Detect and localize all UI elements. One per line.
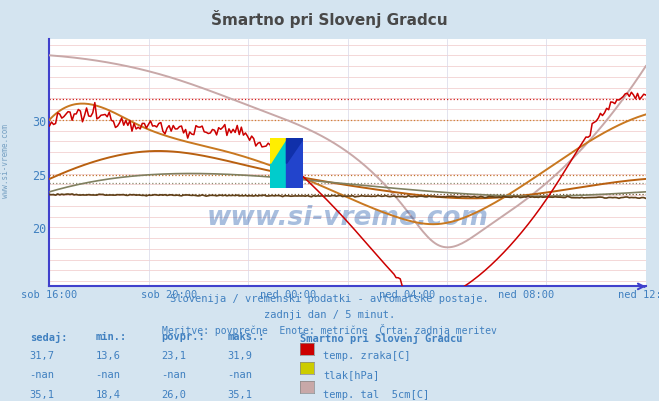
Text: 31,9: 31,9 (227, 350, 252, 360)
Text: -nan: -nan (227, 369, 252, 379)
Text: 35,1: 35,1 (30, 389, 55, 399)
Text: tlak[hPa]: tlak[hPa] (323, 369, 379, 379)
Text: 13,6: 13,6 (96, 350, 121, 360)
Text: min.:: min.: (96, 331, 127, 341)
Text: sedaj:: sedaj: (30, 331, 67, 342)
Text: 18,4: 18,4 (96, 389, 121, 399)
Text: www.si-vreme.com: www.si-vreme.com (207, 205, 488, 231)
Text: maks.:: maks.: (227, 331, 265, 341)
Text: Šmartno pri Slovenj Gradcu: Šmartno pri Slovenj Gradcu (300, 331, 463, 343)
Polygon shape (270, 139, 287, 164)
Text: -nan: -nan (161, 369, 186, 379)
Text: 23,1: 23,1 (161, 350, 186, 360)
Text: temp. zraka[C]: temp. zraka[C] (323, 350, 411, 360)
Text: Šmartno pri Slovenj Gradcu: Šmartno pri Slovenj Gradcu (211, 10, 448, 28)
Polygon shape (287, 139, 303, 188)
Polygon shape (270, 139, 287, 188)
Text: -nan: -nan (30, 369, 55, 379)
Text: 26,0: 26,0 (161, 389, 186, 399)
Text: -nan: -nan (96, 369, 121, 379)
Text: temp. tal  5cm[C]: temp. tal 5cm[C] (323, 389, 429, 399)
Polygon shape (287, 139, 303, 164)
Text: Slovenija / vremenski podatki - avtomatske postaje.: Slovenija / vremenski podatki - avtomats… (170, 294, 489, 304)
Text: www.si-vreme.com: www.si-vreme.com (1, 124, 10, 197)
Text: 31,7: 31,7 (30, 350, 55, 360)
Text: zadnji dan / 5 minut.: zadnji dan / 5 minut. (264, 310, 395, 320)
Text: 35,1: 35,1 (227, 389, 252, 399)
Text: Meritve: povprečne  Enote: metrične  Črta: zadnja meritev: Meritve: povprečne Enote: metrične Črta:… (162, 324, 497, 336)
Text: povpr.:: povpr.: (161, 331, 205, 341)
